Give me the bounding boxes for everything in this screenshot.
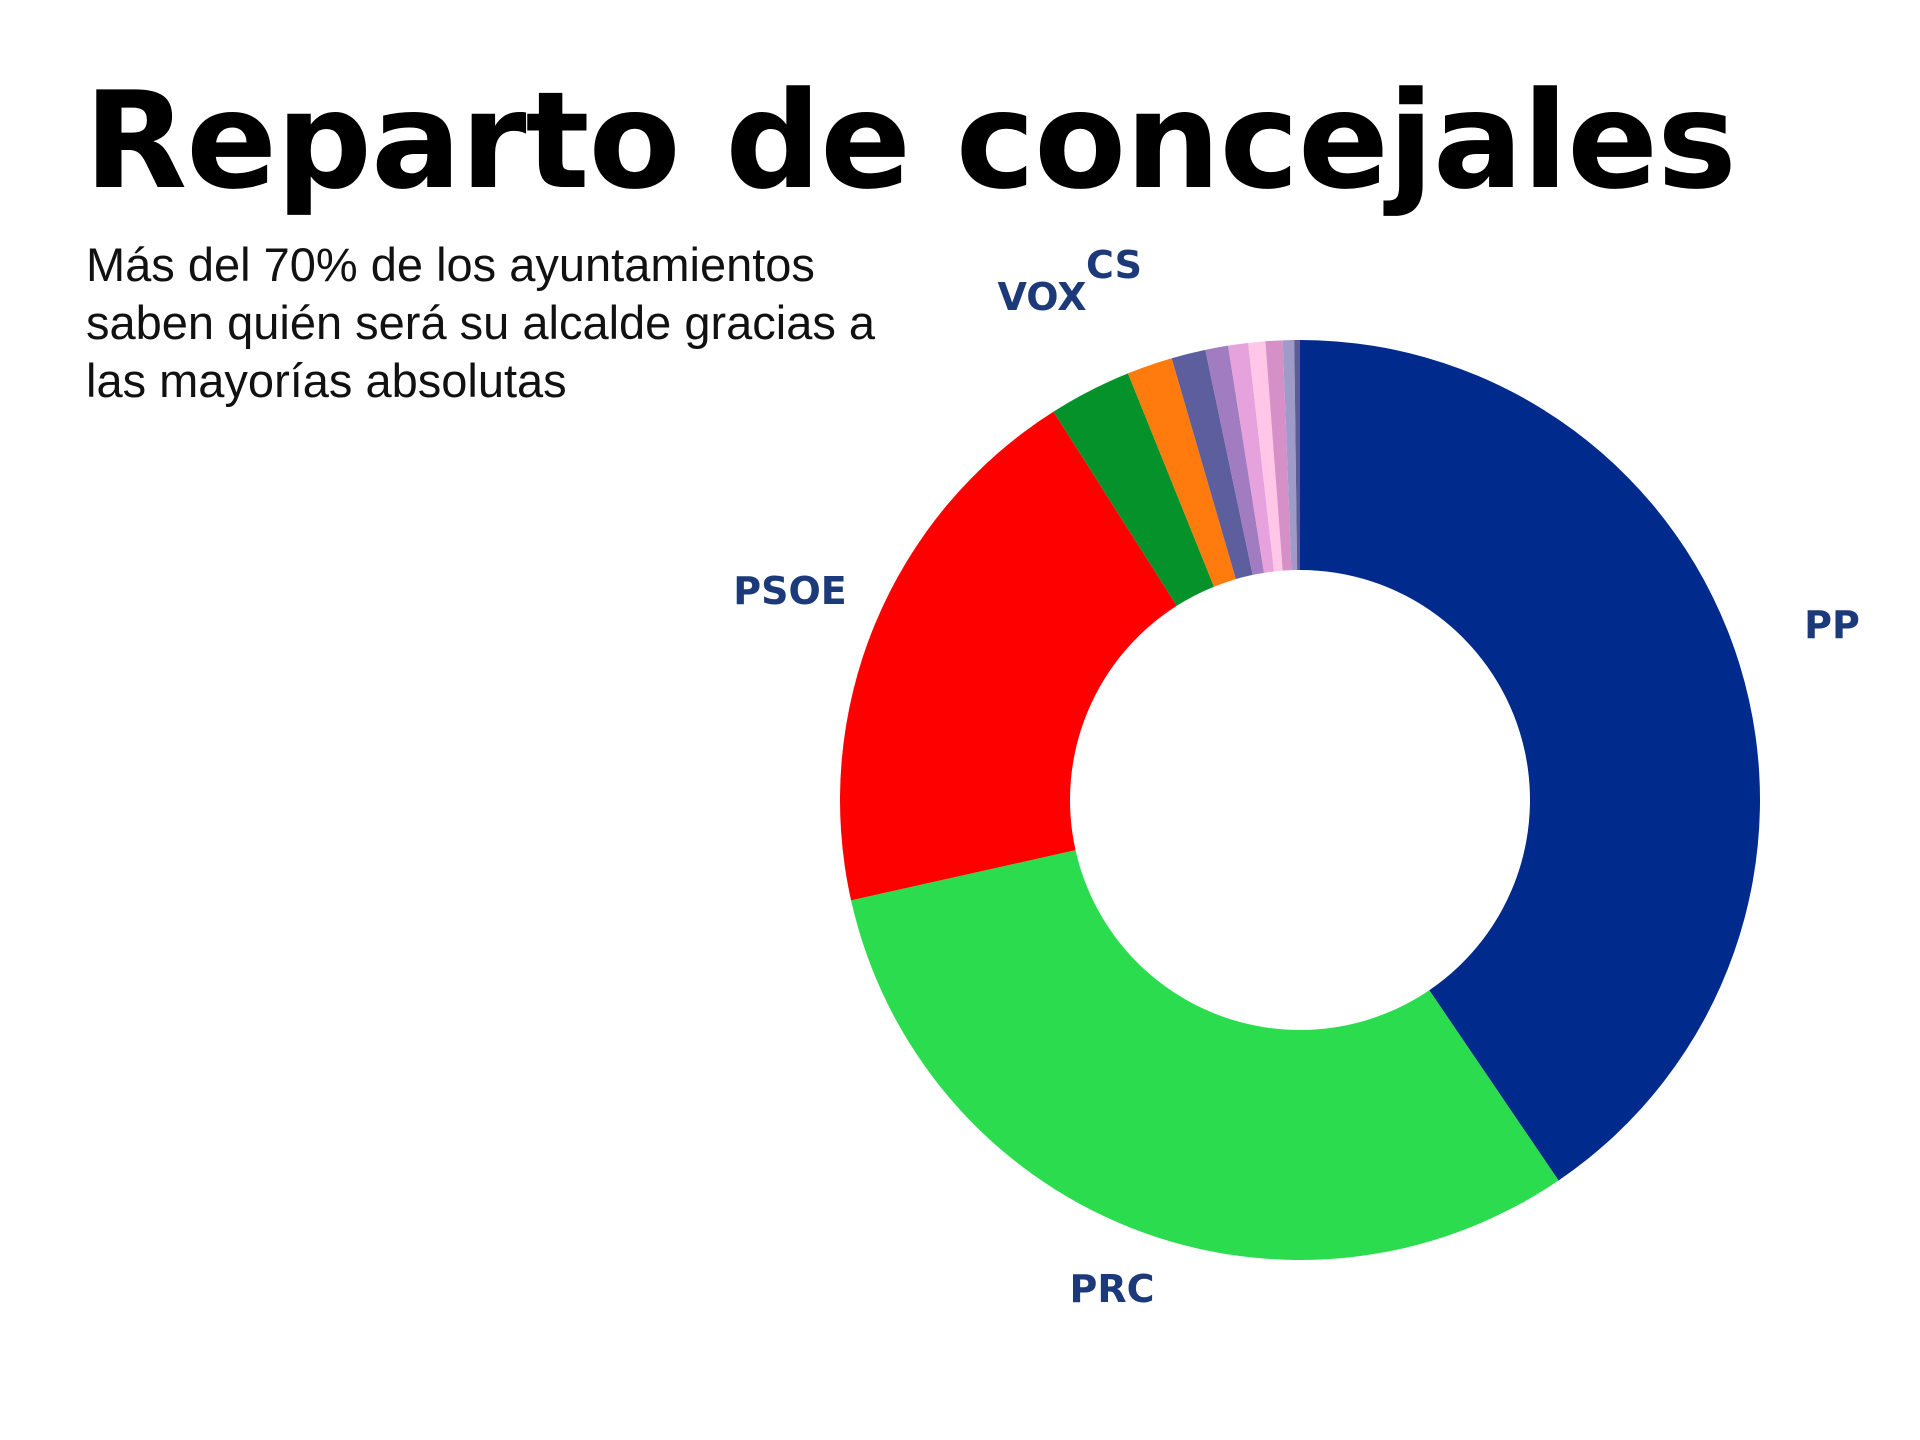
donut-slice-cs	[1127, 358, 1236, 587]
donut-slice-psoe	[840, 411, 1177, 901]
donut-slice-other-10	[1282, 340, 1298, 571]
donut-slice-other-9	[1265, 340, 1292, 571]
donut-slice-other-6	[1205, 345, 1265, 575]
donut-slice-other-11	[1294, 340, 1300, 571]
slice-label-vox: VOX	[998, 275, 1087, 319]
donut-slice-other-7	[1228, 342, 1275, 573]
donut-slice-vox	[1171, 349, 1253, 580]
slice-label-psoe: PSOE	[733, 569, 846, 613]
slice-label-prc: PRC	[1070, 1267, 1155, 1311]
donut-slices	[840, 340, 1760, 1260]
donut-slice-pp	[1300, 340, 1760, 1181]
chart-title: Reparto de concejales	[84, 63, 1737, 219]
slice-label-pp: PP	[1804, 603, 1860, 647]
slice-label-cs: CS	[1086, 243, 1142, 287]
donut-slice-other-8	[1248, 341, 1283, 572]
chart-subtitle: Más del 70% de los ayuntamientos saben q…	[86, 238, 876, 407]
donut-slice-other-3	[1053, 373, 1214, 606]
donut-slice-prc	[851, 850, 1559, 1260]
